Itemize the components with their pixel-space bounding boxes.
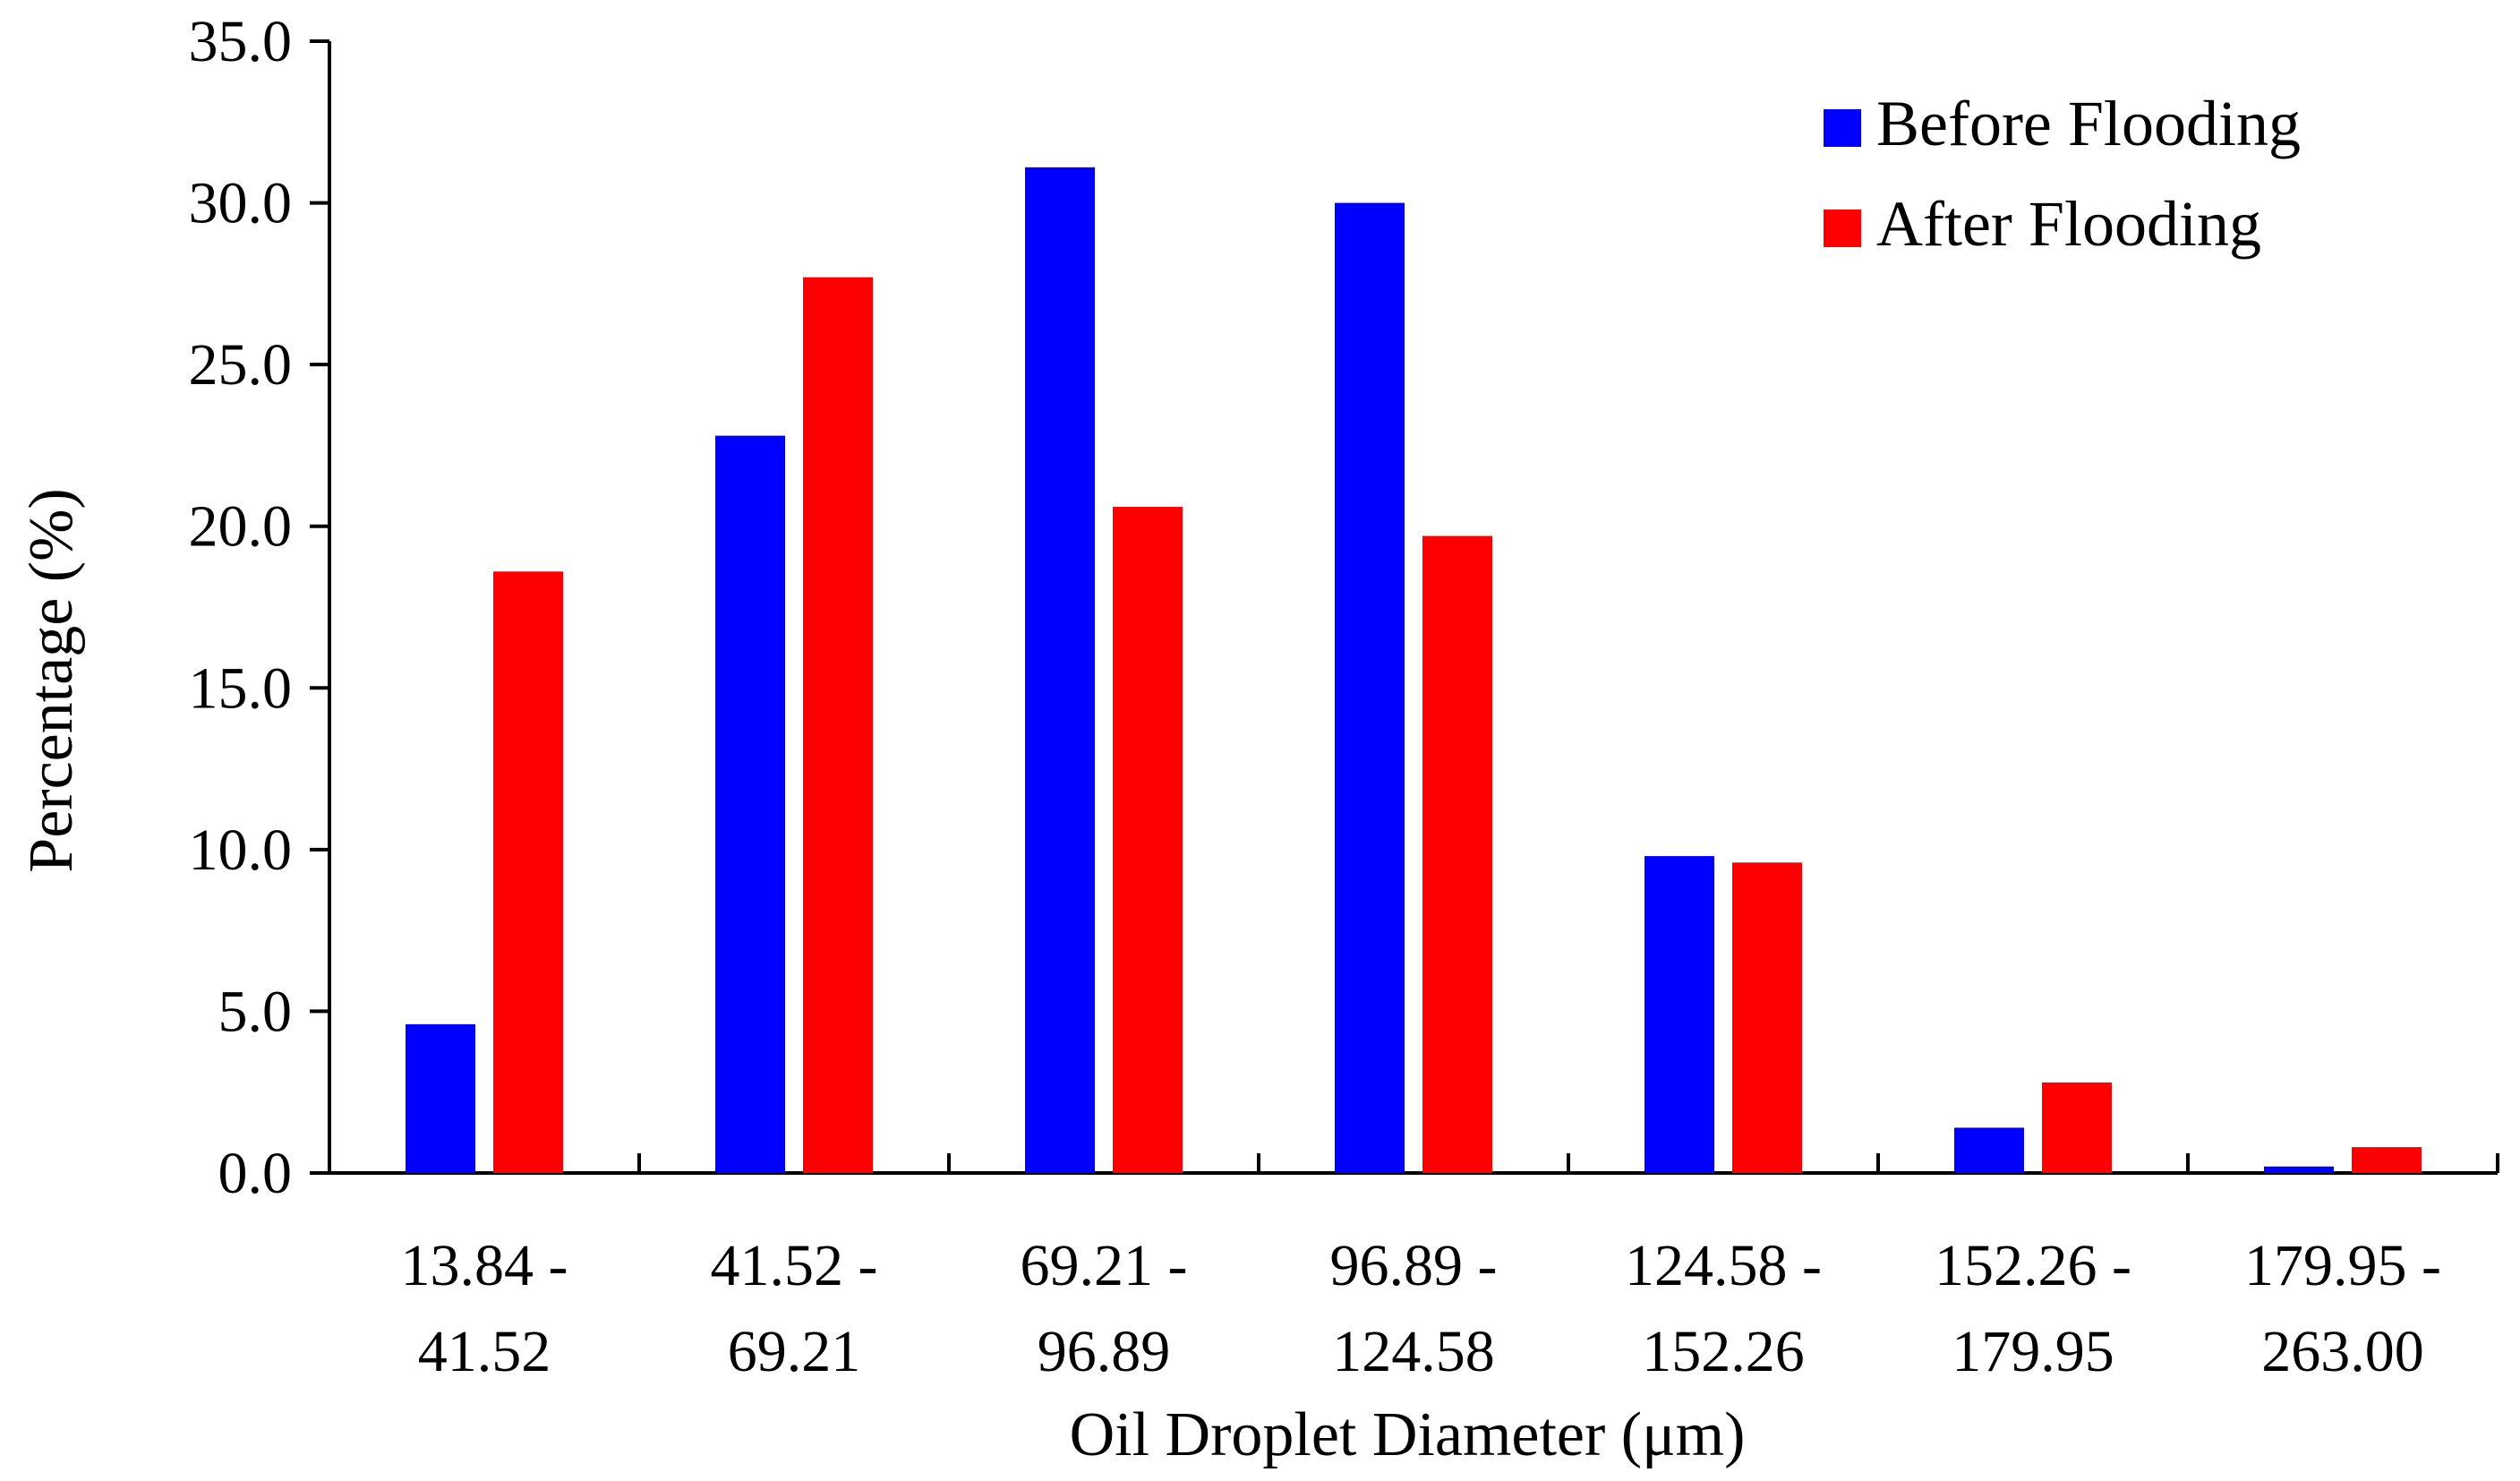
x-category-label: 179.95 - bbox=[2244, 1233, 2441, 1298]
y-tick-label: 10.0 bbox=[189, 818, 293, 883]
y-tick-label: 15.0 bbox=[189, 655, 293, 721]
bar-before-flooding bbox=[1644, 856, 1714, 1173]
x-category-label: 69.21 - bbox=[1021, 1233, 1188, 1298]
x-category-label: 96.89 bbox=[1038, 1319, 1171, 1384]
bars bbox=[406, 167, 2422, 1174]
x-category-label: 96.89 - bbox=[1330, 1233, 1498, 1298]
bar-before-flooding bbox=[1335, 202, 1405, 1174]
y-tick-label: 5.0 bbox=[218, 979, 293, 1044]
y-tick-label: 30.0 bbox=[189, 171, 293, 236]
bar-before-flooding bbox=[1954, 1127, 2024, 1173]
y-axis: 0.0 5.0 10.0 15.0 20.0 25.0 30.0 35.0 bbox=[189, 9, 331, 1206]
y-axis-title: Percentage (%) bbox=[17, 488, 86, 872]
x-category-label: 124.58 bbox=[1332, 1319, 1495, 1384]
bar-before-flooding bbox=[1025, 167, 1095, 1174]
x-axis-title: Oil Droplet Diameter (μm) bbox=[1070, 1400, 1746, 1469]
x-category-label: 179.95 bbox=[1952, 1319, 2114, 1384]
x-category-label: 41.52 bbox=[418, 1319, 551, 1384]
bar-after-flooding bbox=[2042, 1082, 2112, 1173]
x-axis: 13.84 - 41.52 41.52 - 69.21 69.21 - 96.89 96.8… bbox=[329, 1153, 2499, 1384]
x-category-label: 69.21 bbox=[728, 1319, 861, 1384]
x-category-label: 152.26 bbox=[1642, 1319, 1805, 1384]
x-category-label: 41.52 - bbox=[711, 1233, 878, 1298]
bar-before-flooding bbox=[715, 435, 785, 1173]
x-category-label: 263.00 bbox=[2261, 1319, 2424, 1384]
bar-after-flooding bbox=[493, 571, 563, 1173]
bar-after-flooding bbox=[1732, 862, 1802, 1173]
y-tick-label: 0.0 bbox=[218, 1141, 293, 1206]
bar-before-flooding bbox=[406, 1023, 475, 1173]
bar-after-flooding bbox=[2352, 1147, 2422, 1173]
bar-after-flooding bbox=[1422, 535, 1492, 1173]
y-tick-label: 25.0 bbox=[189, 332, 293, 398]
x-category-label: 152.26 - bbox=[1935, 1233, 2131, 1298]
legend-label: After Flooding bbox=[1876, 188, 2261, 260]
legend-swatch bbox=[1824, 210, 1861, 247]
legend-label: Before Flooding bbox=[1876, 88, 2301, 159]
legend-swatch bbox=[1824, 109, 1861, 147]
bar-after-flooding bbox=[803, 277, 873, 1173]
legend: Before Flooding After Flooding bbox=[1824, 88, 2301, 260]
x-category-label: 124.58 - bbox=[1625, 1233, 1822, 1298]
y-tick-label: 35.0 bbox=[189, 9, 293, 74]
bar-after-flooding bbox=[1113, 507, 1183, 1173]
x-category-label: 13.84 - bbox=[401, 1233, 568, 1298]
y-tick-label: 20.0 bbox=[189, 494, 293, 560]
bar-before-flooding bbox=[2264, 1166, 2334, 1173]
